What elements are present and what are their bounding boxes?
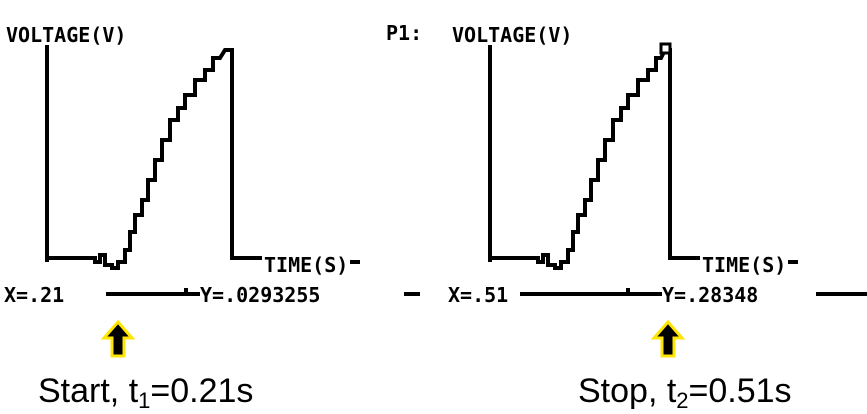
voltage-trace [47, 50, 262, 268]
caption-suffix: =0.51s [689, 372, 792, 410]
cursor-y: Y=.28348 [662, 283, 758, 307]
voltage-trace [490, 50, 700, 268]
stop-caption: Stop, t2=0.51s [578, 372, 792, 413]
y-axis-label: VOLTAGE(V) [6, 23, 126, 47]
left-screen: VOLTAGE(V) TIME(S) X=.21 Y=.0293255 [4, 23, 420, 356]
y-axis-label: VOLTAGE(V) [452, 23, 572, 47]
cursor-marker [661, 44, 670, 53]
cursor-x: X=.51 [448, 283, 508, 307]
caption-text: Stop, t [578, 372, 677, 410]
caption-text: Start, t [38, 372, 139, 410]
caption-subscript: 2 [676, 388, 688, 413]
plot-label: P1: [386, 21, 422, 45]
x-axis-label: TIME(S) [702, 253, 786, 277]
stop-arrow [654, 322, 682, 356]
x-axis-label: TIME(S) [264, 253, 348, 277]
caption-subscript: 1 [138, 388, 150, 413]
right-screen: P1: VOLTAGE(V) TIME(S) X=.51 Y=.28348 [386, 21, 867, 356]
cursor-y: Y=.0293255 [200, 283, 320, 307]
start-caption: Start, t1=0.21s [38, 372, 253, 413]
screenshot: VOLTAGE(V) TIME(S) X=.21 Y=.0293255 P1: … [0, 0, 867, 414]
cursor-x: X=.21 [4, 283, 64, 307]
start-arrow [104, 322, 132, 356]
caption-suffix: =0.21s [150, 372, 253, 410]
